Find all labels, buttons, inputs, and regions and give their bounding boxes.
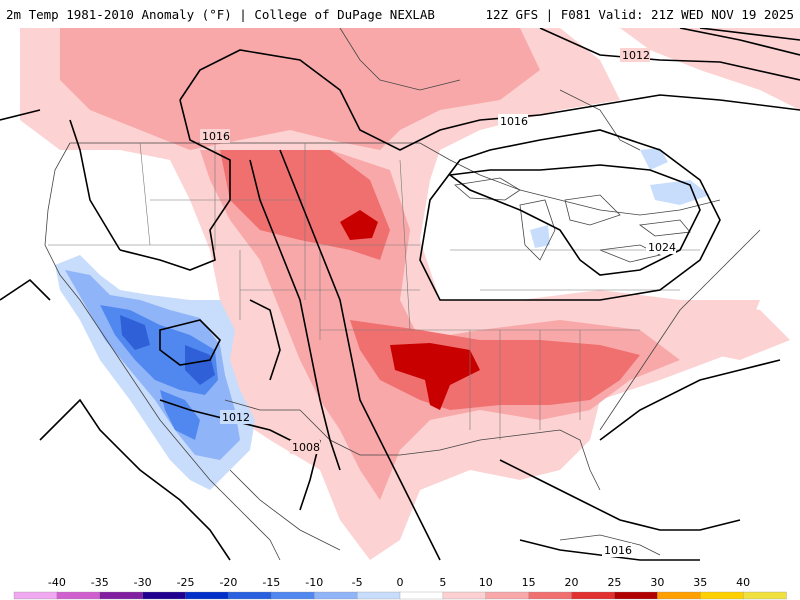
legend-swatch: [314, 591, 358, 600]
legend-tick-label: 35: [693, 576, 707, 589]
legend-tick-labels: -40 -35 -30 -25 -20 -15 -10 -5 0 5 10 15 20 25 30 35 40: [48, 576, 750, 589]
legend-swatch: [614, 591, 658, 600]
isobar-label: 1016: [604, 544, 632, 557]
legend-swatch: [271, 591, 315, 600]
legend-swatch: [99, 591, 144, 600]
legend-swatch: [742, 591, 787, 600]
legend-swatch: [56, 591, 101, 600]
isobar-label: 1012: [622, 49, 650, 62]
legend-tick-label: -10: [305, 576, 323, 589]
legend-swatch: [528, 591, 573, 600]
legend-tick-label: -35: [91, 576, 109, 589]
product-title: 2m Temp 1981-2010 Anomaly (°F) | College…: [6, 7, 435, 22]
anomaly-map: 1012 1016 1016 1024 1012 1008 1016: [0, 28, 800, 572]
legend-tick-label: 40: [736, 576, 750, 589]
state-boundaries: [48, 142, 700, 440]
legend-swatch: [142, 591, 187, 600]
geographic-boundaries: [44, 28, 761, 561]
legend-swatch: [485, 591, 530, 600]
legend-swatch: [571, 591, 616, 600]
run-valid-time: 12Z GFS | F081 Valid: 21Z WED NOV 19 202…: [485, 7, 794, 22]
legend-swatch: [13, 591, 58, 600]
legend-swatch: [228, 591, 272, 600]
legend-tick-label: -40: [48, 576, 66, 589]
isobars: [0, 28, 800, 561]
legend-tick-label: 15: [522, 576, 536, 589]
legend-swatch: [700, 591, 744, 600]
isobar-label: 1008: [292, 441, 320, 454]
legend-swatch: [356, 591, 401, 600]
legend-swatch: [185, 591, 230, 600]
legend-tick-label: 20: [565, 576, 579, 589]
legend-tick-label: 25: [607, 576, 621, 589]
legend-tick-label: 5: [439, 576, 446, 589]
legend-tick-label: 0: [397, 576, 404, 589]
isobar-label: 1024: [648, 241, 676, 254]
isobar-label: 1016: [202, 130, 230, 143]
legend-tick-label: 10: [479, 576, 493, 589]
isobar-label: 1016: [500, 115, 528, 128]
legend-swatches: [13, 591, 787, 600]
legend-tick-label: -25: [177, 576, 195, 589]
legend-swatch: [442, 591, 487, 600]
header-bar: 2m Temp 1981-2010 Anomaly (°F) | College…: [0, 0, 800, 28]
isobar-label: 1012: [222, 411, 250, 424]
legend-tick-label: 30: [650, 576, 664, 589]
legend-tick-label: -15: [262, 576, 280, 589]
legend-swatch: [657, 591, 701, 600]
isobar-labels: 1012 1016 1016 1024 1012 1008 1016: [200, 48, 676, 557]
color-legend: -40 -35 -30 -25 -20 -15 -10 -5 0 5 10 15 20 25 30 35 40: [13, 576, 787, 600]
legend-swatch: [399, 591, 444, 600]
extreme-warm-fill: [340, 210, 480, 410]
legend-tick-label: -5: [352, 576, 363, 589]
legend-tick-label: -20: [219, 576, 237, 589]
legend-tick-label: -30: [134, 576, 152, 589]
